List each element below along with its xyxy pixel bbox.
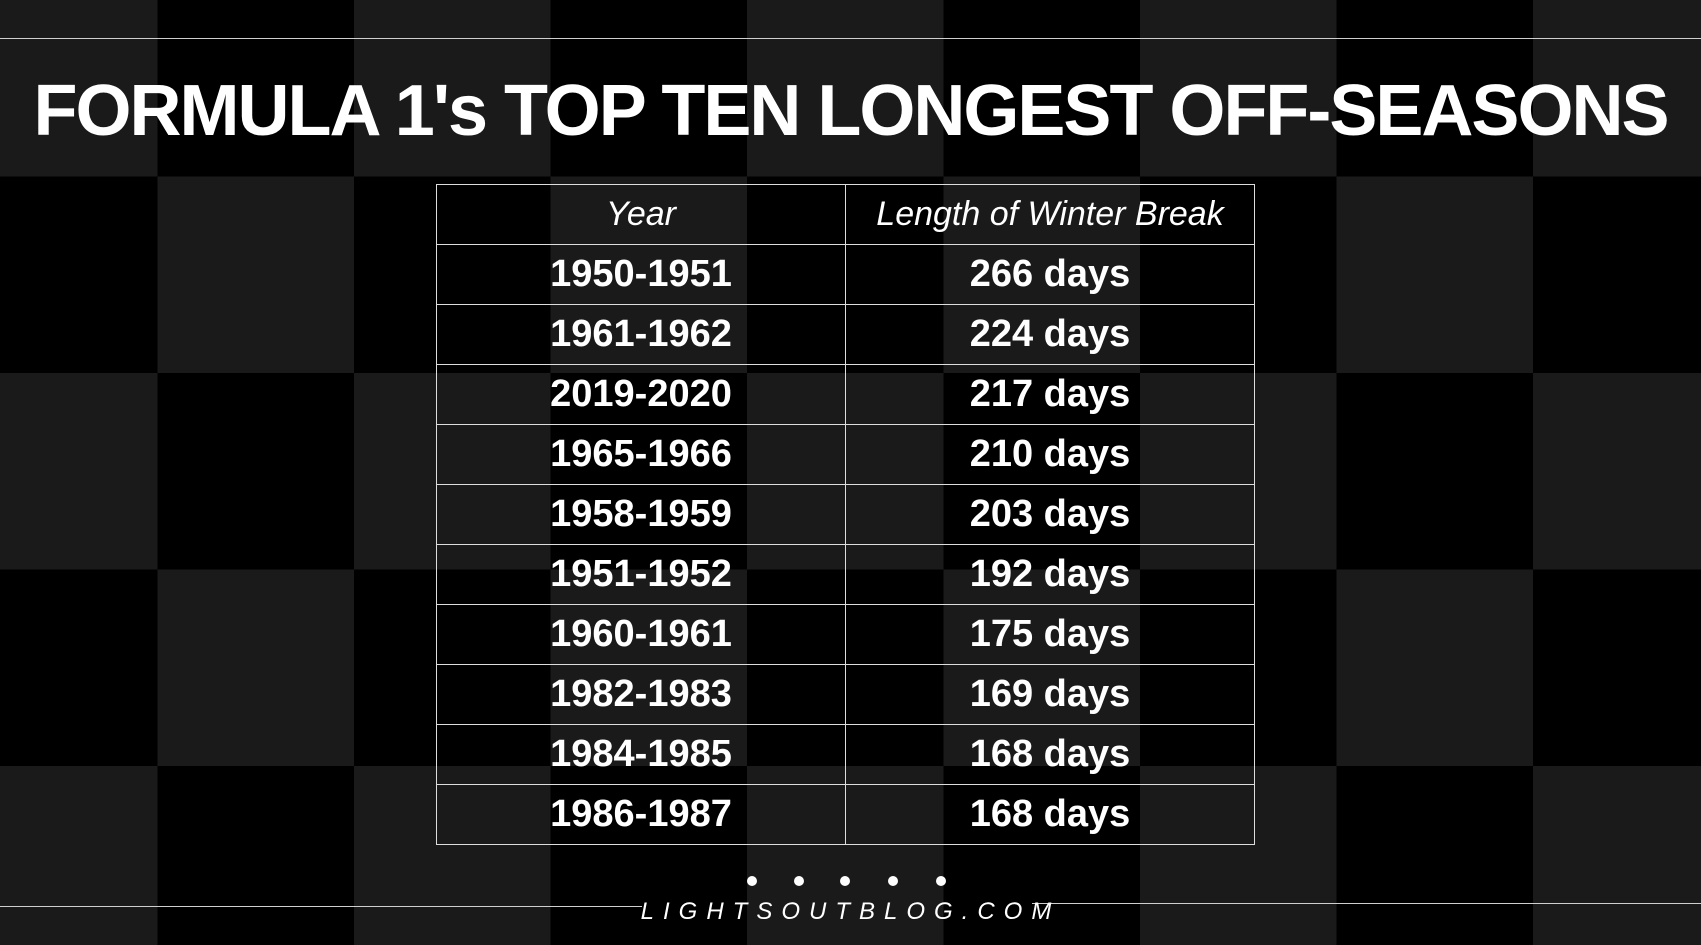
table-row: 1950-1951 266 days [436,244,1255,305]
table-cell: 266 days [845,244,1255,305]
table-cell: 1951-1952 [436,544,846,605]
table-cell: 1982-1983 [436,664,846,725]
column-header: Year [436,184,846,245]
table-row: 1984-1985 168 days [436,724,1255,785]
table-cell: 192 days [845,544,1255,605]
table-cell: 2019-2020 [436,364,846,425]
table-cell: 1950-1951 [436,244,846,305]
table-cell: 1960-1961 [436,604,846,665]
dot [888,876,898,886]
table-cell: 1958-1959 [436,484,846,545]
table-cell: 1961-1962 [436,304,846,365]
table-cell: 224 days [845,304,1255,365]
table-row: 1965-1966 210 days [436,424,1255,485]
header-row: Year Length of Winter Break [436,184,1255,245]
title: FORMULA 1's TOP TEN LONGEST OFF-SEASONS [33,71,1670,151]
dot [794,876,804,886]
table-row: 1958-1959 203 days [436,484,1255,545]
table-cell: 168 days [845,724,1255,785]
table-cell: 217 days [845,364,1255,425]
column-header: Length of Winter Break [845,184,1255,245]
table-row: 1982-1983 169 days [436,664,1255,725]
table-row: 1951-1952 192 days [436,544,1255,605]
table-cell: 203 days [845,484,1255,545]
dot [936,876,946,886]
dot [840,876,850,886]
top-rule [0,38,1701,39]
table-row: 1986-1987 168 days [436,784,1255,845]
dot [747,876,757,886]
table-cell: 169 days [845,664,1255,725]
table-row: 1960-1961 175 days [436,604,1255,665]
table-cell: 1986-1987 [436,784,846,845]
table: Year Length of Winter Break 1950-1951 266 … [436,184,1255,845]
table-cell: 1965-1966 [436,424,846,485]
table-cell: 210 days [845,424,1255,485]
table-body: 1950-1951 266 days 1961-1962 224 days 2019-2… [436,244,1255,845]
table-cell: 168 days [845,784,1255,845]
table-row: 1961-1962 224 days [436,304,1255,365]
table-row: 2019-2020 217 days [436,364,1255,425]
site-name: LIGHTSOUTBLOG.COM [640,898,1061,925]
footer-rule [1032,903,1701,904]
footer-rule [0,906,642,907]
table-cell: 1984-1985 [436,724,846,785]
table-cell: 175 days [845,604,1255,665]
